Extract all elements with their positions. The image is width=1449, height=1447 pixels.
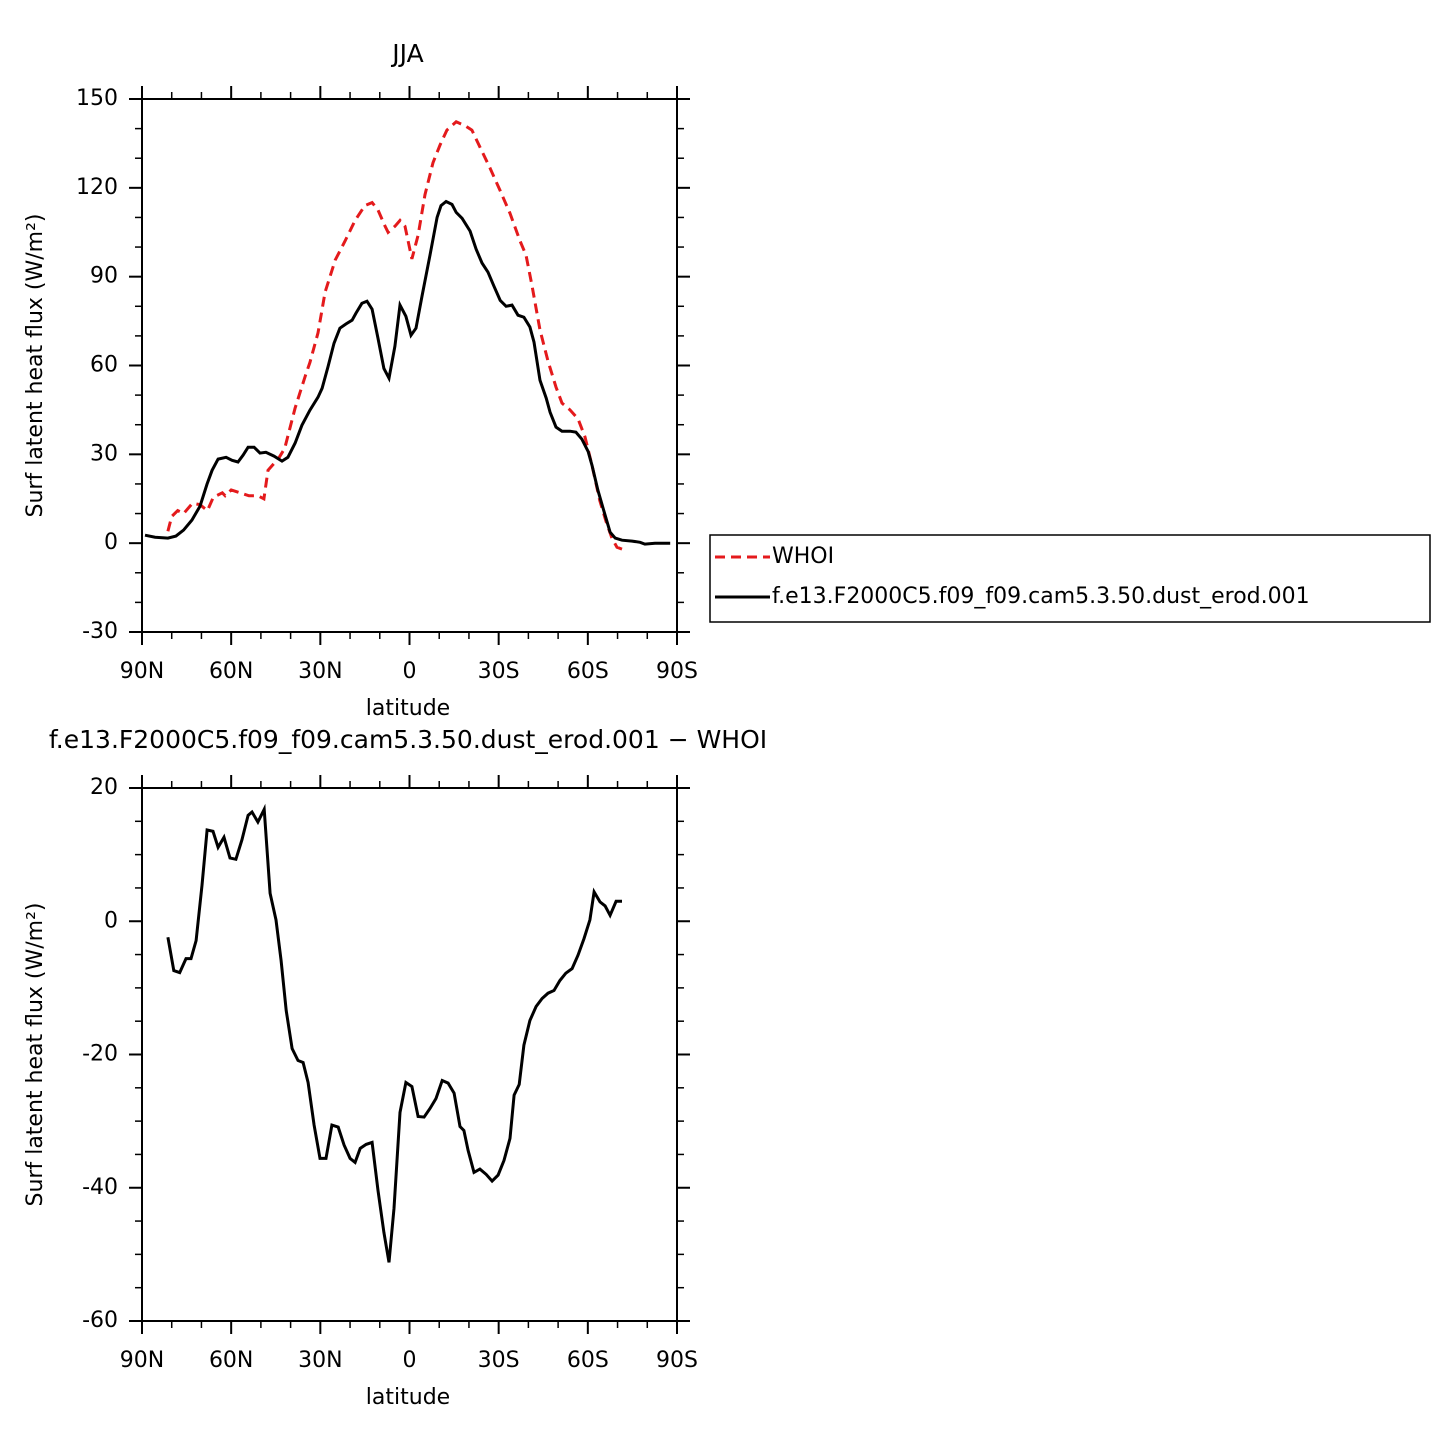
data-line bbox=[144, 199, 671, 546]
x-tick-label: 0 bbox=[403, 659, 417, 684]
y-tick-label: -60 bbox=[82, 1308, 118, 1333]
y-tick-label: 0 bbox=[104, 530, 118, 555]
y-tick-label: 90 bbox=[90, 264, 118, 289]
y-tick-label: -40 bbox=[82, 1175, 118, 1200]
y-tick-label: 30 bbox=[90, 441, 118, 466]
x-tick-label: 30S bbox=[478, 1348, 520, 1373]
x-tick-label: 60N bbox=[209, 1348, 253, 1373]
y-tick-label: 60 bbox=[90, 353, 118, 378]
y-tick-label: 120 bbox=[76, 175, 118, 200]
x-axis-label: latitude bbox=[366, 1385, 450, 1410]
y-axis-label: Surf latent heat flux (W/m²) bbox=[23, 214, 48, 518]
data-line bbox=[166, 803, 622, 1263]
plot-frame bbox=[141, 98, 678, 633]
data-line bbox=[166, 120, 623, 551]
legend-label: f.e13.F2000C5.f09_f09.cam5.3.50.dust_ero… bbox=[772, 584, 1310, 609]
legend-label: WHOI bbox=[772, 544, 834, 569]
plot-frame bbox=[141, 787, 678, 1322]
x-tick-label: 90S bbox=[656, 1348, 698, 1373]
x-tick-label: 90S bbox=[656, 659, 698, 684]
x-tick-label: 60N bbox=[209, 659, 253, 684]
x-tick-label: 60S bbox=[567, 659, 609, 684]
y-tick-label: 0 bbox=[104, 908, 118, 933]
x-tick-label: 90N bbox=[120, 1348, 164, 1373]
chart-title: JJA bbox=[390, 39, 423, 68]
chart-title: f.e13.F2000C5.f09_f09.cam5.3.50.dust_ero… bbox=[49, 725, 767, 754]
legend-box bbox=[709, 534, 1431, 623]
y-tick-label: -30 bbox=[82, 619, 118, 644]
x-tick-label: 60S bbox=[567, 1348, 609, 1373]
x-tick-label: 30N bbox=[298, 1348, 342, 1373]
x-tick-label: 0 bbox=[403, 1348, 417, 1373]
x-tick-label: 30N bbox=[298, 659, 342, 684]
y-axis-label: Surf latent heat flux (W/m²) bbox=[23, 903, 48, 1207]
x-axis-label: latitude bbox=[366, 696, 450, 721]
x-tick-label: 30S bbox=[478, 659, 520, 684]
y-tick-label: -20 bbox=[82, 1042, 118, 1067]
y-tick-label: 150 bbox=[76, 86, 118, 111]
y-tick-label: 20 bbox=[90, 775, 118, 800]
x-tick-label: 90N bbox=[120, 659, 164, 684]
